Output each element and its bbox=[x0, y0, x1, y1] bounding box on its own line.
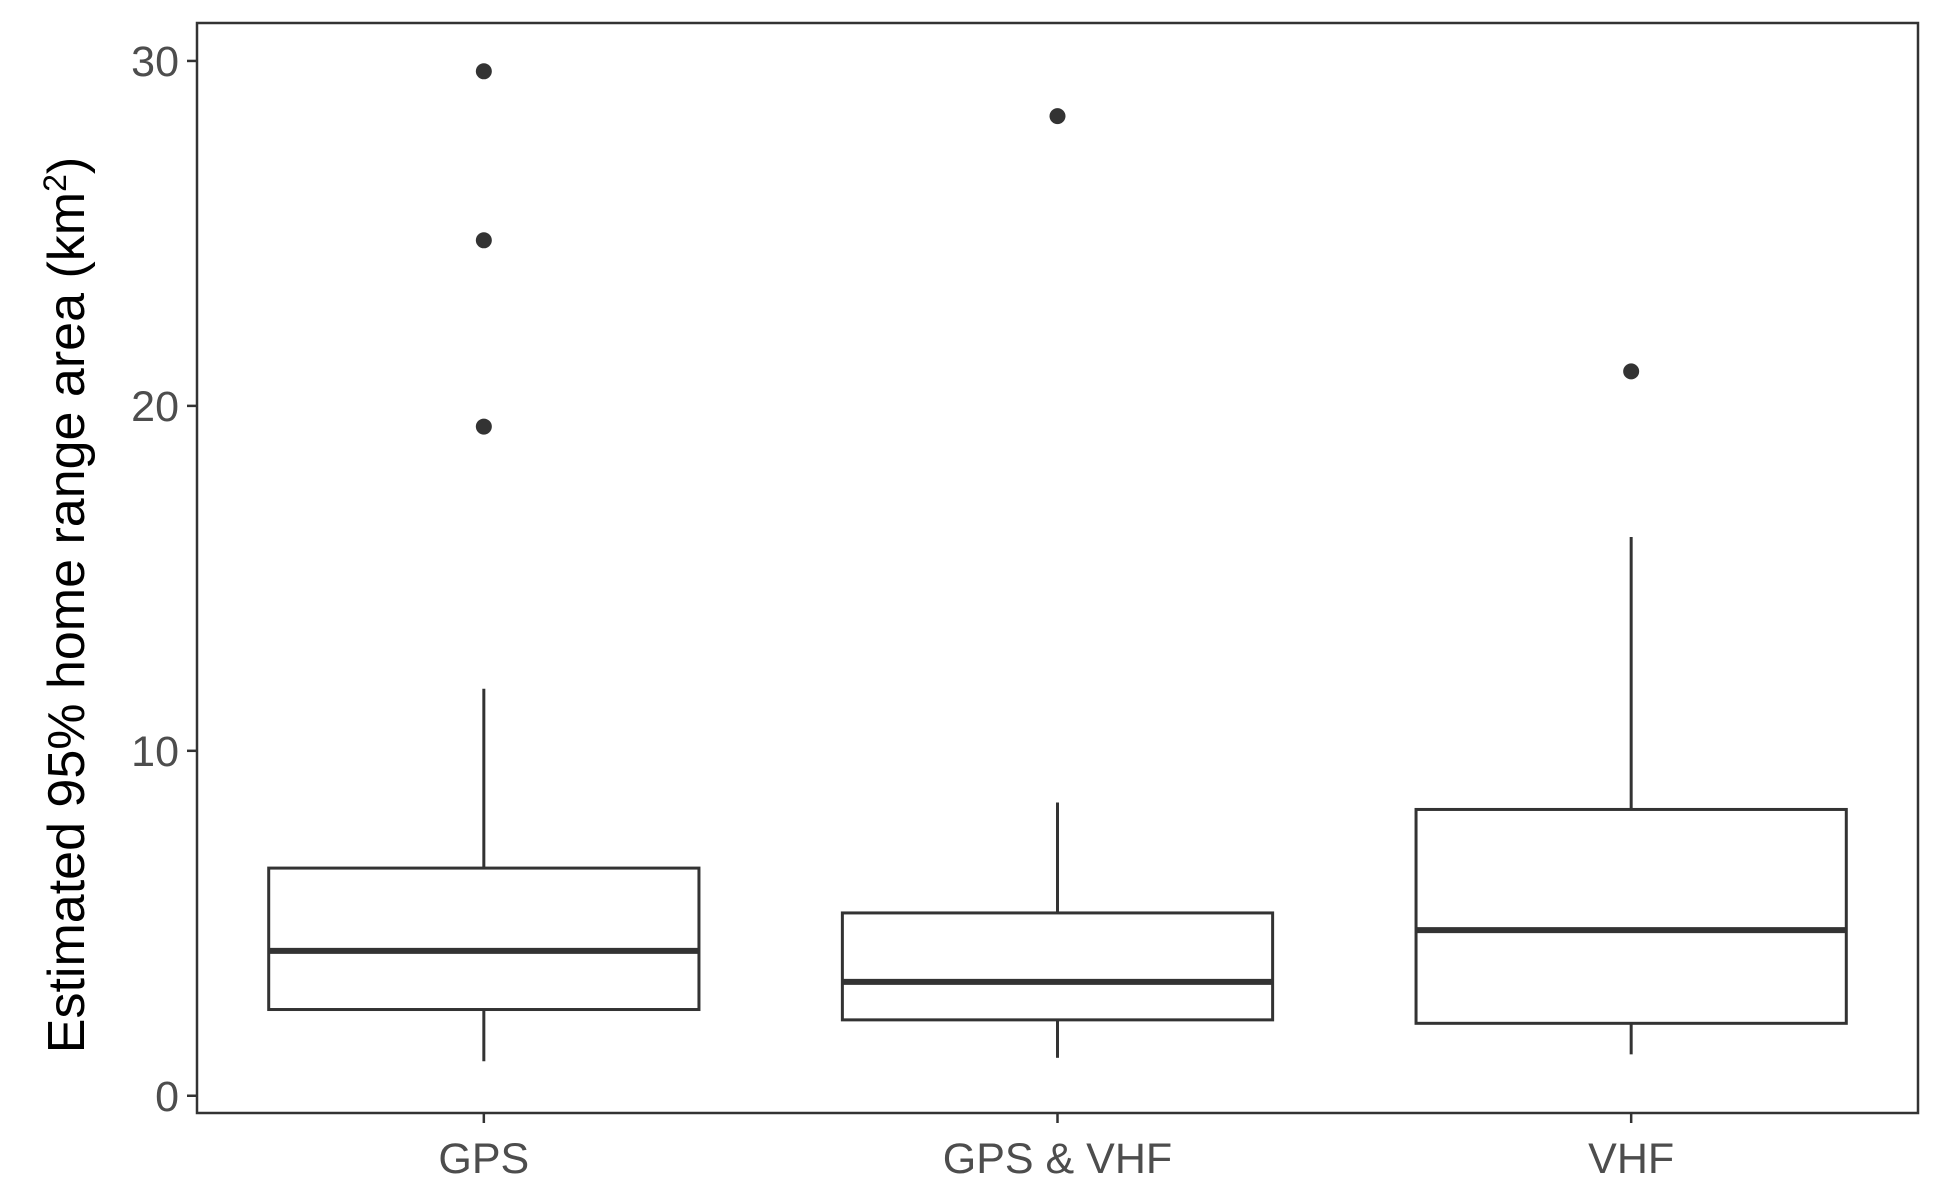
outlier-point bbox=[475, 63, 492, 80]
y-axis: 0 10 20 30 bbox=[131, 38, 197, 1121]
box-series bbox=[267, 63, 1848, 1062]
box-iqr bbox=[267, 866, 701, 1012]
y-axis-title: Estimated 95% home range area (km2) bbox=[37, 157, 96, 1053]
y-tick-label: 0 bbox=[155, 1073, 179, 1121]
box-group bbox=[1414, 363, 1848, 1055]
box-group bbox=[840, 108, 1275, 1058]
box-iqr bbox=[840, 911, 1275, 1022]
y-axis-title-close: ) bbox=[38, 157, 96, 174]
x-tick-label: GPS & VHF bbox=[943, 1135, 1172, 1183]
x-axis: GPS GPS & VHF VHF bbox=[438, 1113, 1674, 1183]
outlier-point bbox=[475, 418, 492, 435]
x-tick-label: GPS bbox=[438, 1135, 529, 1183]
box-iqr bbox=[1414, 807, 1848, 1025]
y-axis-title-main: Estimated 95% home range area (km bbox=[38, 192, 96, 1053]
outlier-point bbox=[1623, 363, 1640, 380]
y-tick-label: 20 bbox=[131, 383, 179, 431]
x-tick-label: VHF bbox=[1588, 1135, 1674, 1183]
y-tick-label: 10 bbox=[131, 728, 179, 776]
y-tick-label: 30 bbox=[131, 38, 179, 86]
box-group bbox=[267, 63, 701, 1062]
outlier-point bbox=[475, 232, 492, 249]
y-axis-title-superscript: 2 bbox=[37, 174, 73, 192]
outlier-point bbox=[1049, 108, 1066, 125]
